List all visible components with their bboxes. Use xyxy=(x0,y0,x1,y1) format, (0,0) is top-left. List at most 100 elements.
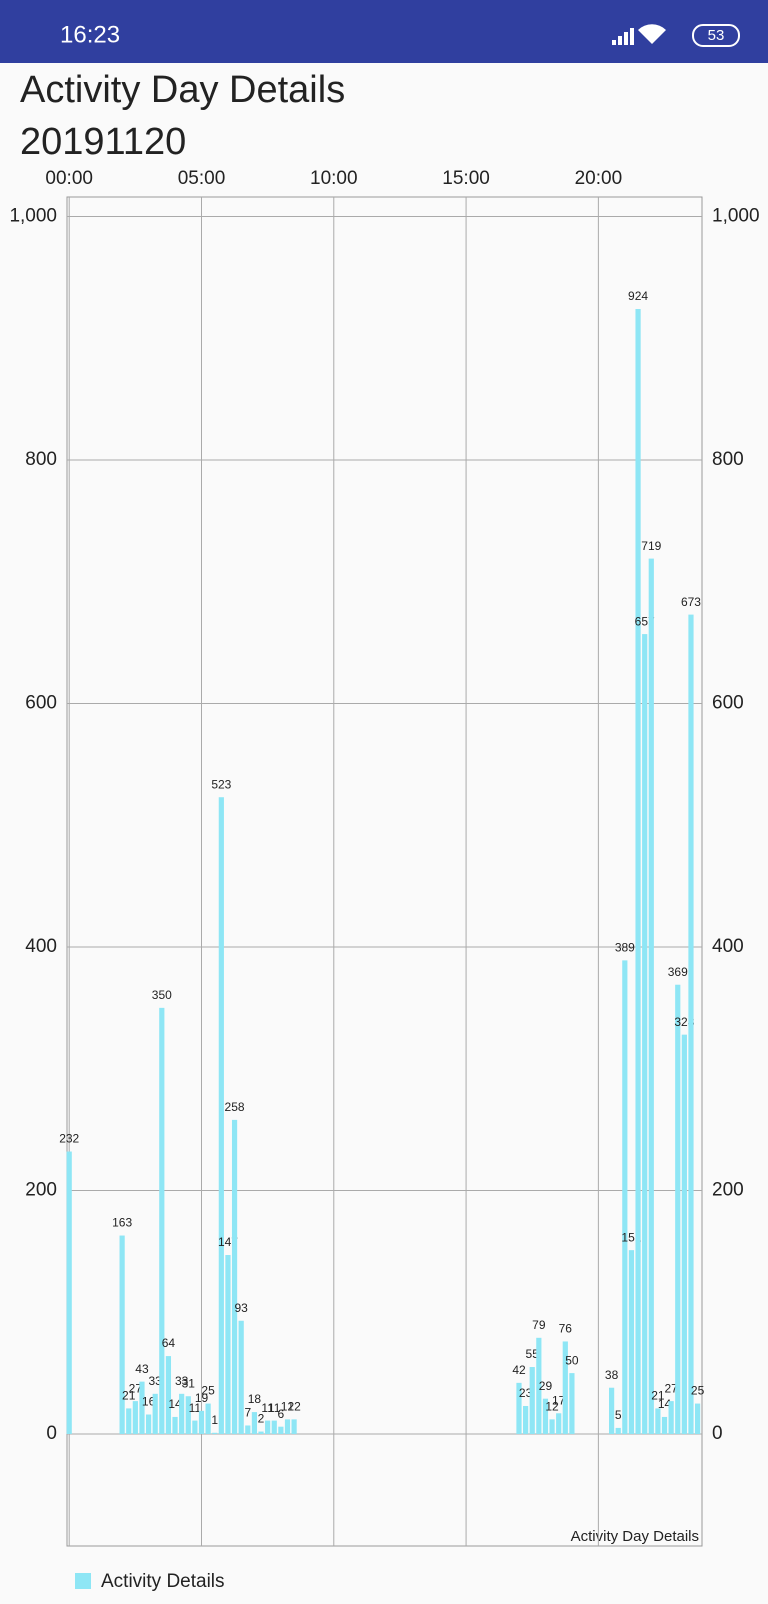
bar xyxy=(609,1387,615,1434)
data-label: 389 xyxy=(615,941,635,955)
bar xyxy=(648,558,654,1434)
data-label: 258 xyxy=(225,1100,245,1114)
data-label: 19 xyxy=(195,1391,209,1405)
bar xyxy=(536,1337,542,1434)
data-label: 12 xyxy=(545,1400,559,1414)
y2-tick-label: 0 xyxy=(712,1423,723,1444)
data-label: 11 xyxy=(261,1401,274,1415)
bar xyxy=(198,1410,205,1434)
data-label: 11 xyxy=(189,1401,202,1415)
data-label: 2 xyxy=(258,1412,265,1426)
y2-tick-label: 600 xyxy=(712,692,744,713)
wifi-icon xyxy=(638,24,666,44)
bar xyxy=(668,1401,674,1434)
bar xyxy=(231,1119,238,1434)
bar xyxy=(694,1403,701,1434)
data-label: 11 xyxy=(268,1401,281,1415)
data-label: 7 xyxy=(244,1406,251,1420)
bar xyxy=(291,1419,297,1434)
bar xyxy=(119,1235,125,1434)
data-label: 93 xyxy=(235,1301,249,1315)
y2-tick-label: 200 xyxy=(712,1180,744,1201)
bar xyxy=(139,1381,145,1434)
bar xyxy=(549,1419,555,1434)
x-tick-label: 15:00 xyxy=(442,168,490,189)
data-label: 33 xyxy=(175,1374,189,1388)
bar xyxy=(145,1414,152,1434)
y-tick-label: 200 xyxy=(25,1180,57,1201)
data-label: 33 xyxy=(149,1374,163,1388)
data-label: 38 xyxy=(605,1368,619,1382)
x-tick-label: 20:00 xyxy=(575,168,623,189)
bar xyxy=(516,1382,522,1434)
bar xyxy=(152,1393,158,1434)
x-tick-label: 10:00 xyxy=(310,168,358,189)
data-label: 1 xyxy=(211,1413,218,1427)
data-label: 31 xyxy=(182,1376,196,1390)
data-label: 16 xyxy=(142,1395,156,1409)
chart-description: Activity Day Details xyxy=(571,1528,699,1545)
bar xyxy=(556,1413,562,1434)
chart-title: Activity Day Details xyxy=(20,69,345,111)
y-tick-label: 600 xyxy=(25,692,57,713)
bar xyxy=(66,1151,72,1434)
bar xyxy=(159,1007,165,1434)
data-label: 21 xyxy=(122,1389,136,1403)
bar xyxy=(628,1250,635,1434)
data-label: 43 xyxy=(135,1362,149,1376)
bar xyxy=(192,1420,198,1434)
data-label: 55 xyxy=(526,1347,540,1361)
bar xyxy=(562,1341,568,1434)
data-label: 79 xyxy=(532,1318,546,1332)
bar xyxy=(681,1034,687,1434)
bar xyxy=(635,309,641,1434)
bar xyxy=(278,1426,284,1434)
bar xyxy=(523,1405,529,1434)
data-label: 350 xyxy=(152,988,172,1002)
data-label: 523 xyxy=(211,777,231,791)
data-label: 369 xyxy=(668,965,688,979)
bar xyxy=(245,1425,251,1434)
data-label: 12 xyxy=(287,1400,301,1414)
bar xyxy=(251,1412,258,1434)
data-label: 232 xyxy=(59,1132,79,1146)
plot-frame xyxy=(66,196,703,1547)
data-label: 12 xyxy=(281,1400,295,1414)
bar xyxy=(569,1373,575,1434)
data-label: 924 xyxy=(628,289,648,303)
bar xyxy=(212,1432,218,1434)
legend-swatch xyxy=(75,1573,91,1589)
data-label: 18 xyxy=(248,1392,262,1406)
data-label: 163 xyxy=(112,1216,132,1230)
data-label: 27 xyxy=(664,1381,678,1395)
data-label: 76 xyxy=(559,1322,573,1336)
bar xyxy=(132,1401,138,1434)
bar xyxy=(529,1367,535,1434)
legend-label: Activity Details xyxy=(101,1571,225,1592)
battery-level: 53 xyxy=(708,27,725,44)
bar xyxy=(642,634,648,1434)
bar xyxy=(675,984,681,1434)
bar xyxy=(165,1356,172,1434)
y2-tick-label: 400 xyxy=(712,936,744,957)
x-tick-label: 00:00 xyxy=(45,168,93,189)
data-label: 673 xyxy=(681,595,701,609)
y-tick-label: 0 xyxy=(46,1423,57,1444)
bar xyxy=(172,1416,178,1434)
bar xyxy=(185,1396,191,1434)
data-label: 25 xyxy=(691,1384,705,1398)
bar xyxy=(284,1419,291,1434)
status-time: 16:23 xyxy=(60,21,120,48)
bar xyxy=(661,1416,668,1434)
x-tick-label: 05:00 xyxy=(178,168,226,189)
bar xyxy=(238,1320,244,1434)
data-label: 42 xyxy=(512,1363,526,1377)
bar xyxy=(655,1408,661,1434)
data-label: 27 xyxy=(129,1381,143,1395)
data-label: 50 xyxy=(565,1353,579,1367)
data-label: 5 xyxy=(615,1408,622,1422)
bar xyxy=(615,1427,621,1434)
y-tick-label: 400 xyxy=(25,936,57,957)
